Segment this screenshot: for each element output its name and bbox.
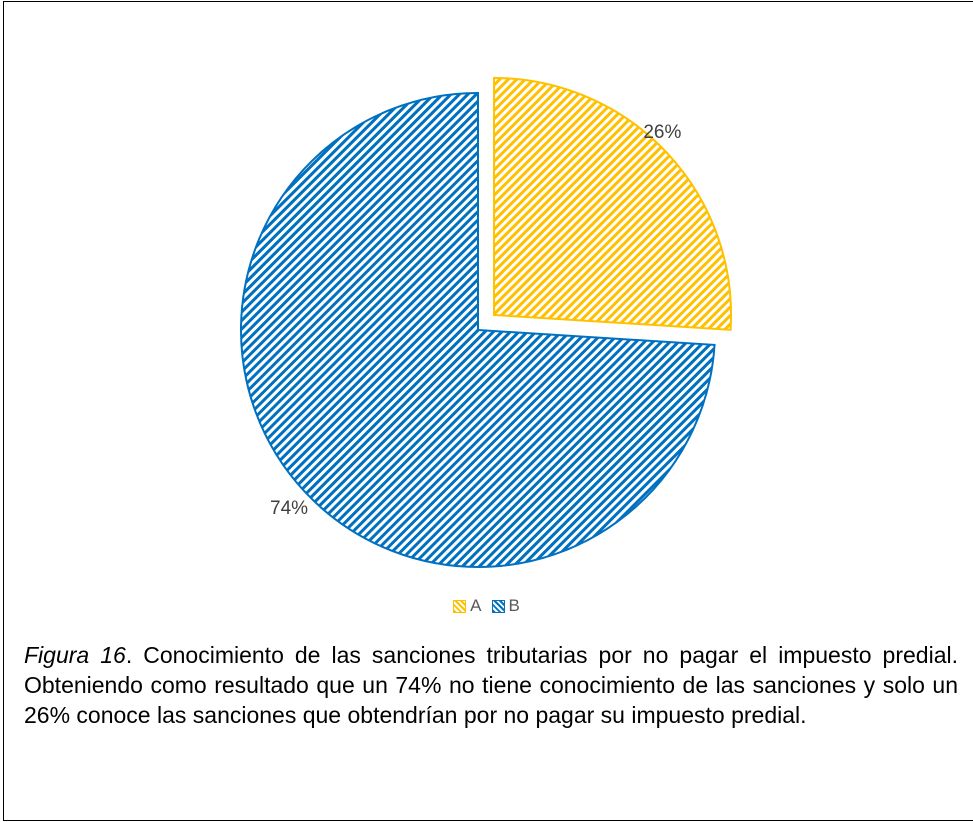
legend-entry-a: A xyxy=(453,596,482,616)
legend-entry-b: B xyxy=(491,596,520,616)
pie-chart: 26% 74% xyxy=(240,76,733,568)
legend-swatch-b xyxy=(491,599,505,613)
caption-text: . Conocimiento de las sanciones tributar… xyxy=(24,642,958,728)
pie-slices xyxy=(240,76,733,568)
legend-swatch-a xyxy=(453,599,467,613)
pie-slice-a xyxy=(493,76,733,331)
legend-label-a: A xyxy=(470,596,482,615)
figure-label: Figura 16 xyxy=(24,642,126,668)
pie-data-labels: 26% 74% xyxy=(270,122,681,519)
legend-label-b: B xyxy=(508,596,520,615)
legend: A B xyxy=(0,596,973,616)
data-label-a: 26% xyxy=(643,122,681,143)
figure-caption: Figura 16. Conocimiento de las sanciones… xyxy=(24,640,958,730)
data-label-b: 74% xyxy=(270,498,308,519)
pie-slice-b xyxy=(240,91,716,568)
